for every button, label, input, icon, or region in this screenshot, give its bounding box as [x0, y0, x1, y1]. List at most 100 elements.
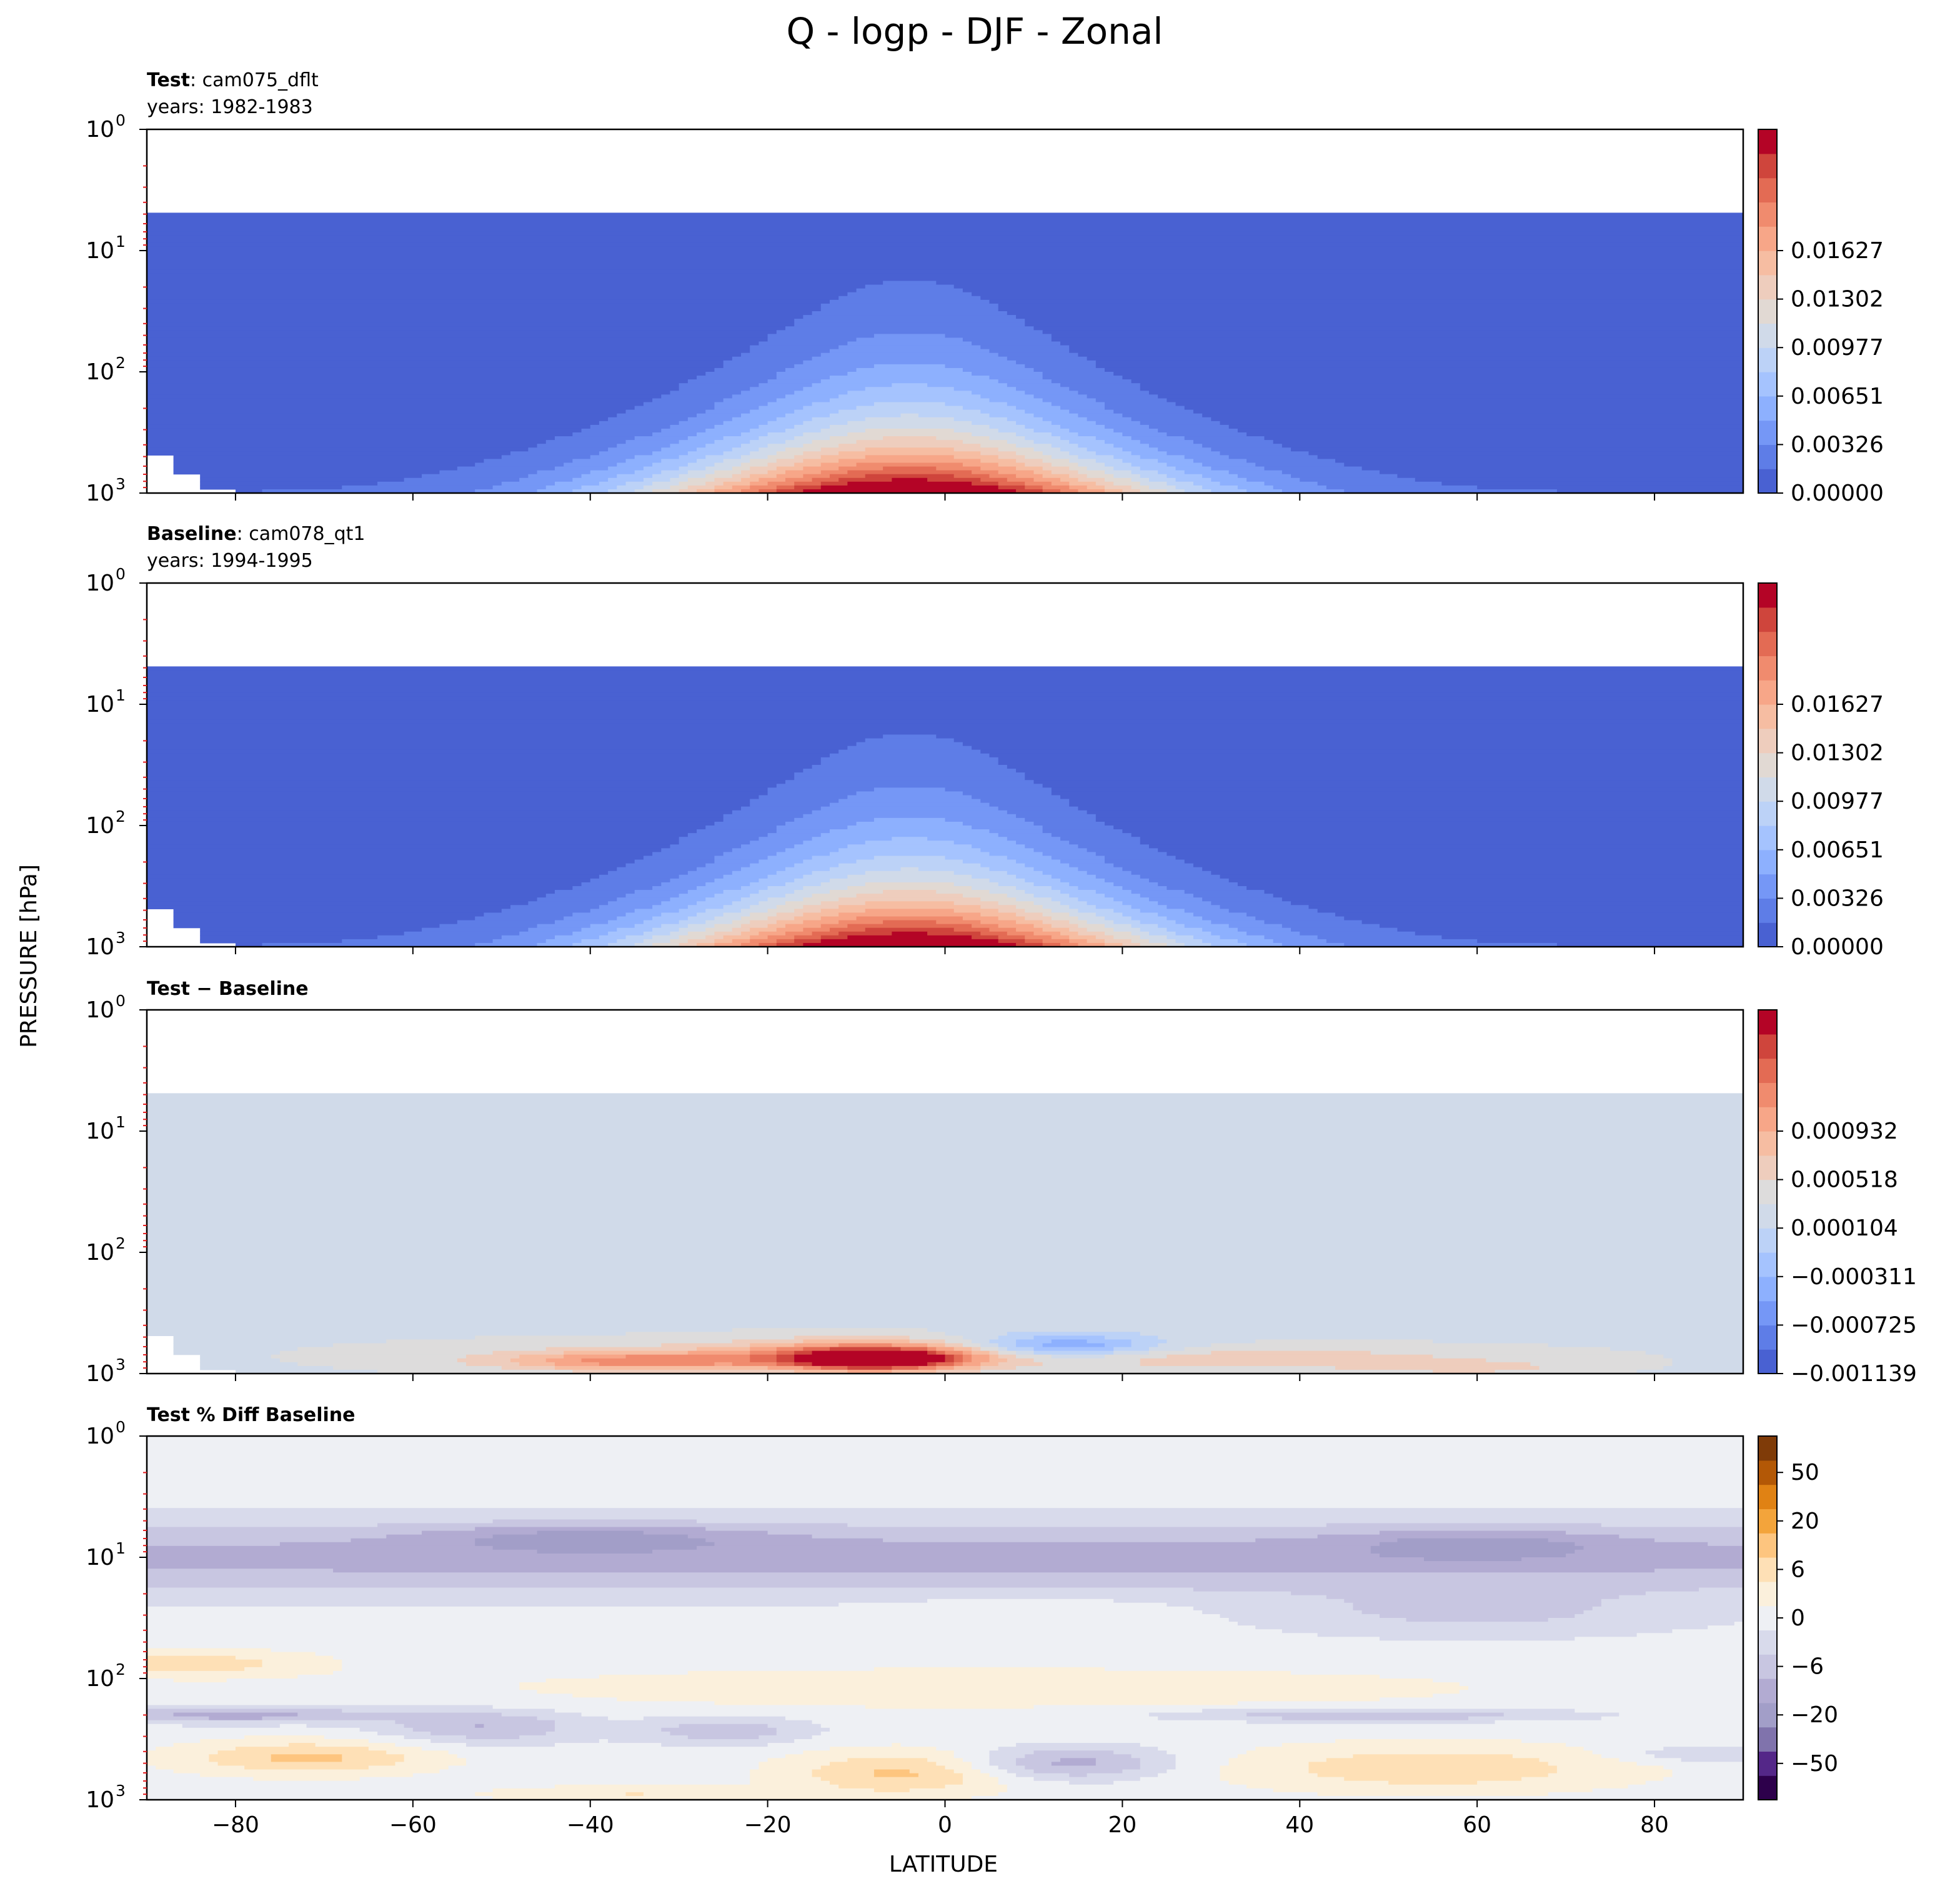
contour-cell [953, 871, 1008, 876]
contour-cell [564, 916, 617, 921]
contour-cell [1069, 1780, 1114, 1785]
contour-cell [1583, 1610, 1743, 1615]
contour-cell [147, 799, 750, 804]
contour-cell [1095, 436, 1132, 441]
contour-cell [634, 859, 715, 864]
contour-cell [1095, 874, 1141, 879]
contour-cell [333, 1365, 502, 1370]
contour-cell [147, 1492, 1743, 1497]
contour-cell [936, 920, 981, 925]
contour-cell [368, 1739, 431, 1744]
contour-cell [1069, 481, 1097, 486]
contour-cell [750, 1358, 777, 1363]
contour-cell [147, 1762, 219, 1767]
contour-cell [820, 806, 999, 811]
contour-cell [412, 1727, 555, 1732]
contour-cell [1113, 920, 1141, 925]
contour-cell [652, 398, 724, 403]
contour-cell [572, 886, 653, 891]
contour-cell [147, 1275, 1743, 1280]
contour-cell [980, 1365, 1017, 1370]
contour-cell [581, 428, 662, 433]
contour-cell [1495, 1720, 1743, 1725]
contour-cell [1300, 931, 1416, 936]
contour-cell [820, 935, 848, 940]
contour-cell [147, 784, 777, 788]
contour-cell [953, 909, 999, 914]
contour-cell [404, 1758, 467, 1762]
colorbar-swatch [1758, 1082, 1777, 1107]
contour-cell [1317, 481, 1442, 486]
contour-cell [1140, 466, 1176, 471]
contour-cell [998, 379, 1052, 384]
contour-cell [1663, 1747, 1743, 1751]
contour-cell [953, 927, 990, 932]
contour-cell [661, 882, 706, 887]
contour-cell [1140, 1358, 1486, 1363]
contour-cell [687, 1350, 750, 1355]
contour-cell [279, 1358, 458, 1363]
contour-cell [873, 1773, 919, 1778]
contour-cell [723, 912, 750, 917]
contour-cell [785, 1754, 955, 1759]
contour-cell [767, 470, 786, 475]
contour-cell [1140, 841, 1743, 845]
y-tick-label: 10 [86, 1361, 114, 1387]
contour-cell [147, 387, 680, 391]
contour-cell [359, 1727, 414, 1732]
contour-cell [1148, 1347, 1185, 1352]
contour-cell [820, 303, 999, 308]
contour-cell [1060, 341, 1743, 346]
contour-cell [492, 939, 547, 944]
contour-cell [147, 826, 706, 830]
contour-cell [1566, 1530, 1743, 1535]
contour-cell [1167, 886, 1247, 891]
contour-cell [812, 1720, 1247, 1725]
contour-cell [741, 844, 795, 849]
contour-cell [1291, 1591, 1646, 1596]
contour-cell [599, 874, 680, 879]
contour-cell [1095, 451, 1132, 456]
y-tick-label: 10 [86, 1545, 114, 1570]
contour-cell [182, 1724, 281, 1729]
contour-cell [1645, 1750, 1743, 1755]
contour-cell [147, 1784, 555, 1789]
contour-cell [767, 1743, 892, 1747]
contour-cell [812, 1735, 1743, 1740]
contour-cell [865, 428, 955, 433]
contour-cell [147, 1203, 1743, 1207]
contour-cell [838, 444, 981, 448]
contour-cell [1105, 859, 1185, 864]
contour-cell [147, 1119, 1743, 1124]
contour-cell [1158, 1335, 1743, 1340]
contour-cell [900, 867, 919, 872]
contour-cell [847, 886, 972, 891]
colorbar-swatch [1758, 1436, 1777, 1461]
contour-cell [1078, 455, 1114, 460]
contour-cell [643, 1530, 769, 1535]
contour-cell [1140, 1762, 1176, 1767]
contour-cell [776, 1731, 822, 1736]
contour-cell [767, 432, 803, 437]
contour-cell [1477, 485, 1743, 490]
contour-cell [147, 821, 715, 826]
colorbar-swatch [1758, 680, 1777, 705]
contour-cell [687, 451, 724, 456]
contour-cell [723, 852, 777, 857]
contour-cell [1237, 939, 1274, 944]
contour-cell [759, 1765, 822, 1770]
contour-cell [714, 1362, 733, 1367]
colorbar-swatch [1758, 396, 1777, 421]
contour-cell [147, 1195, 1743, 1200]
contour-cell [147, 303, 822, 308]
contour-cell [1175, 1754, 1238, 1759]
contour-cell [1228, 924, 1283, 929]
contour-cell [1095, 459, 1123, 464]
contour-cell [972, 924, 999, 929]
contour-cell [1025, 844, 1079, 849]
y-tick-exponent: 3 [116, 1355, 126, 1374]
contour-cell [714, 489, 742, 493]
contour-cell [643, 485, 671, 490]
contour-cell [599, 1739, 609, 1744]
contour-cell [1237, 474, 1291, 479]
